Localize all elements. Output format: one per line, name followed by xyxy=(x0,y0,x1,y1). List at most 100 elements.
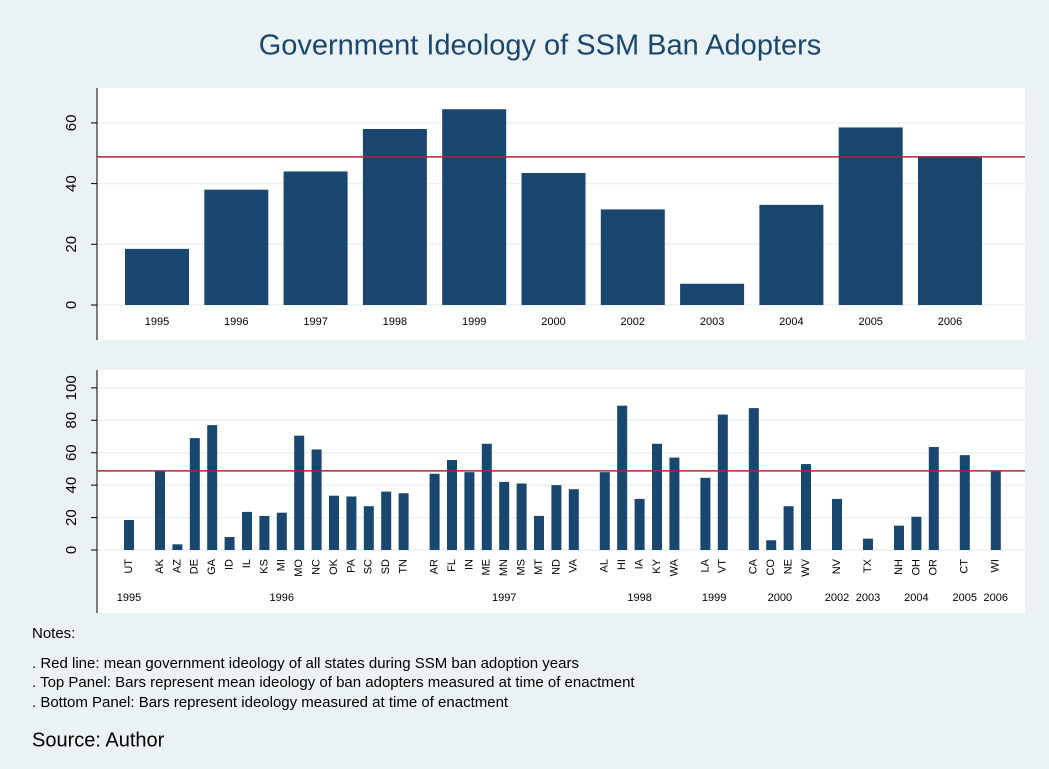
bar xyxy=(125,248,189,305)
group-label: 2005 xyxy=(953,592,977,604)
bar xyxy=(766,540,777,550)
x-tick-label: 1999 xyxy=(462,316,486,328)
group-label: 1997 xyxy=(492,592,516,604)
y-tick-label: 60 xyxy=(63,115,80,132)
bar xyxy=(429,473,440,550)
bar xyxy=(521,172,586,305)
y-tick-label: 80 xyxy=(63,412,80,429)
bar xyxy=(242,511,252,550)
x-tick-label: 2000 xyxy=(541,316,565,328)
bar xyxy=(990,470,1001,550)
bar xyxy=(717,414,728,550)
note: . Red line: mean government ideology of … xyxy=(32,655,579,672)
x-tick-label: IA xyxy=(634,558,646,569)
bar xyxy=(207,425,218,550)
bar xyxy=(204,189,269,305)
bar xyxy=(124,520,134,550)
bar xyxy=(600,209,665,305)
x-tick-label: HI xyxy=(616,559,628,570)
x-tick-label: WV xyxy=(800,558,812,576)
x-tick-label: AL xyxy=(599,559,611,572)
bar xyxy=(617,405,628,550)
x-tick-label: 2004 xyxy=(779,316,803,328)
bar xyxy=(398,493,409,550)
x-tick-label: AR xyxy=(429,559,441,574)
y-tick-label: 40 xyxy=(63,175,80,192)
group-label: 2003 xyxy=(856,592,880,604)
x-tick-label: MI xyxy=(276,559,288,571)
x-tick-label: 1995 xyxy=(145,316,169,328)
bar xyxy=(155,470,165,550)
x-tick-label: OH xyxy=(910,559,922,576)
x-tick-label: ND xyxy=(550,559,562,575)
bar xyxy=(259,515,270,550)
bar xyxy=(918,156,982,305)
bar xyxy=(276,512,287,550)
bar xyxy=(599,472,610,550)
x-tick-label: CO xyxy=(765,559,777,576)
x-tick-label: 2002 xyxy=(621,316,645,328)
bar xyxy=(959,455,970,550)
x-tick-label: NE xyxy=(783,559,795,574)
bar xyxy=(928,447,939,550)
x-tick-label: MO xyxy=(293,559,305,577)
group-label: 2000 xyxy=(768,592,792,604)
bar xyxy=(311,449,322,550)
bar xyxy=(759,204,824,305)
bar xyxy=(568,489,579,550)
x-tick-label: 1997 xyxy=(303,316,327,328)
x-tick-label: OK xyxy=(328,558,340,575)
y-tick-label: 40 xyxy=(63,477,80,494)
y-tick-label: 60 xyxy=(63,444,80,461)
x-tick-label: 2006 xyxy=(938,316,962,328)
x-tick-label: SC xyxy=(363,559,375,574)
x-tick-label: AK xyxy=(154,558,166,573)
x-tick-label: 1996 xyxy=(224,316,248,328)
x-tick-label: GA xyxy=(206,558,218,575)
bar xyxy=(362,128,427,305)
x-tick-label: IN xyxy=(463,559,475,570)
x-tick-label: CA xyxy=(748,558,760,574)
x-tick-label: UT xyxy=(123,559,135,574)
x-tick-label: 2003 xyxy=(700,316,724,328)
bar xyxy=(172,544,183,550)
bar xyxy=(680,283,745,305)
x-tick-label: AZ xyxy=(171,559,183,573)
bar xyxy=(838,127,903,305)
bar xyxy=(189,438,200,550)
group-label: 1995 xyxy=(117,592,141,604)
bar xyxy=(381,491,392,550)
bar xyxy=(283,171,348,305)
x-tick-label: MS xyxy=(516,559,528,576)
y-tick-label: 0 xyxy=(63,301,80,309)
x-tick-label: MT xyxy=(533,559,545,575)
bar xyxy=(447,460,457,550)
bar xyxy=(652,443,662,550)
note: . Bottom Panel: Bars represent ideology … xyxy=(32,694,509,711)
x-tick-label: WA xyxy=(668,558,680,576)
x-tick-label: ME xyxy=(481,559,493,576)
bar xyxy=(363,506,374,550)
x-tick-label: NC xyxy=(311,559,323,575)
bar xyxy=(894,525,904,550)
group-label: 1998 xyxy=(627,592,651,604)
bar xyxy=(329,495,339,550)
group-label: 2006 xyxy=(984,592,1008,604)
x-tick-label: SD xyxy=(380,559,392,574)
x-tick-label: 1998 xyxy=(383,316,407,328)
bar xyxy=(634,498,645,550)
bar xyxy=(481,443,492,550)
bar xyxy=(499,481,510,550)
x-tick-label: WI xyxy=(990,559,1002,572)
x-tick-label: FL xyxy=(446,559,458,572)
bar xyxy=(700,477,711,550)
bar xyxy=(516,483,527,550)
bar xyxy=(551,485,562,550)
notes-heading: Notes: xyxy=(32,625,75,642)
x-tick-label: VT xyxy=(717,559,729,573)
x-tick-label: KS xyxy=(258,559,270,574)
bar xyxy=(464,472,475,550)
x-tick-label: PA xyxy=(345,558,357,573)
bar xyxy=(748,408,759,550)
bar xyxy=(863,538,873,550)
